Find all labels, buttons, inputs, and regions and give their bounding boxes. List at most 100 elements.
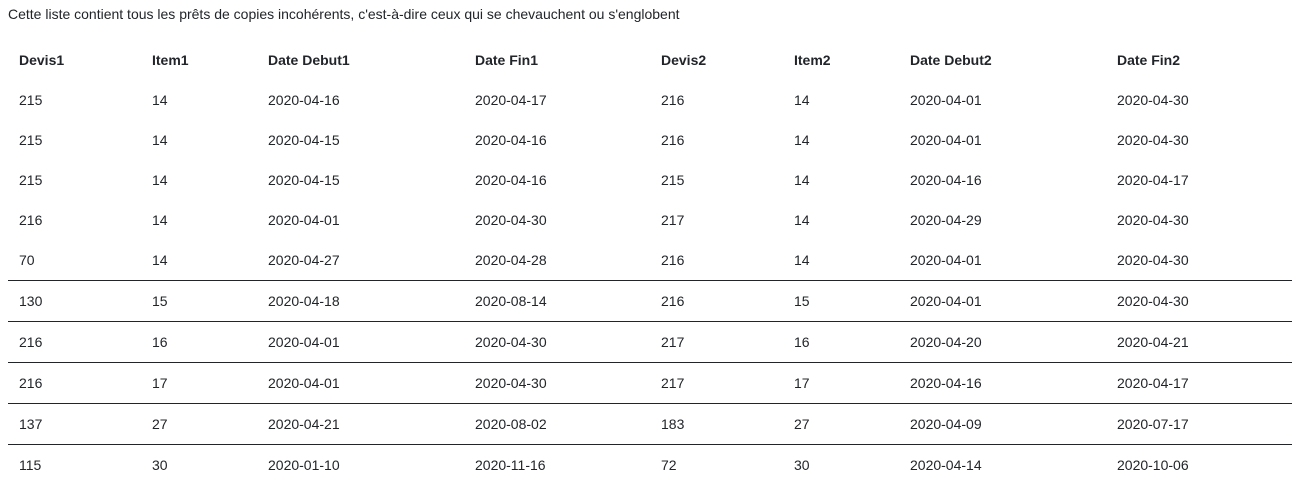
cell-item1: 14: [152, 252, 168, 268]
table-row: 216 16 2020-04-01 2020-04-30 217 16 2020…: [8, 321, 1292, 363]
cell-devis1: 215: [19, 172, 43, 188]
cell-date-fin1: 2020-04-30: [464, 362, 650, 404]
cell-date-debut2: 2020-04-20: [899, 321, 1106, 363]
cell-devis2: 72: [650, 444, 783, 485]
table-header: Devis1 Item1 Date Debut1 Date Fin1 Devis…: [8, 40, 1292, 80]
cell-item2: 14: [794, 92, 810, 108]
cell-item2: 17: [783, 362, 899, 404]
cell-item2: 30: [783, 444, 899, 485]
cell-item1: 30: [141, 444, 257, 485]
cell-date-debut1: 2020-01-10: [257, 444, 464, 485]
cell-item1: 14: [152, 92, 168, 108]
cell-date-fin2: 2020-04-17: [1117, 172, 1189, 188]
cell-date-fin2: 2020-04-30: [1117, 92, 1189, 108]
cell-date-fin2: 2020-10-06: [1106, 444, 1292, 485]
cell-date-debut1: 2020-04-21: [257, 403, 464, 445]
cell-date-debut1: 2020-04-15: [268, 132, 340, 148]
cell-devis1: 215: [19, 132, 43, 148]
cell-date-fin1: 2020-08-14: [464, 280, 650, 322]
cell-date-debut1: 2020-04-27: [268, 252, 340, 268]
table-row: 215 14 2020-04-15 2020-04-16 215 14 2020…: [8, 160, 1292, 200]
cell-date-fin1: 2020-04-30: [464, 321, 650, 363]
cell-item1: 14: [152, 212, 168, 228]
cell-date-debut1: 2020-04-18: [257, 280, 464, 322]
cell-date-debut1: 2020-04-01: [257, 321, 464, 363]
column-header-item2: Item2: [794, 52, 831, 68]
table-row: 216 14 2020-04-01 2020-04-30 217 14 2020…: [8, 200, 1292, 240]
cell-date-debut2: 2020-04-09: [899, 403, 1106, 445]
cell-devis1: 130: [8, 280, 141, 322]
table-row: 70 14 2020-04-27 2020-04-28 216 14 2020-…: [8, 240, 1292, 281]
cell-date-debut2: 2020-04-16: [910, 172, 982, 188]
cell-date-debut1: 2020-04-15: [268, 172, 340, 188]
cell-devis1: 115: [8, 444, 141, 485]
cell-date-debut2: 2020-04-16: [899, 362, 1106, 404]
cell-devis2: 217: [661, 212, 685, 228]
cell-devis1: 70: [19, 252, 35, 268]
column-header-date-fin2: Date Fin2: [1117, 52, 1181, 68]
cell-date-fin1: 2020-08-02: [464, 403, 650, 445]
cell-devis1: 215: [19, 92, 43, 108]
cell-devis2: 216: [650, 280, 783, 322]
table-row: 215 14 2020-04-15 2020-04-16 216 14 2020…: [8, 120, 1292, 160]
cell-date-debut2: 2020-04-01: [910, 92, 982, 108]
cell-devis2: 183: [650, 403, 783, 445]
cell-item2: 14: [794, 172, 810, 188]
cell-item1: 16: [141, 321, 257, 363]
cell-item1: 15: [141, 280, 257, 322]
column-header-date-debut2: Date Debut2: [910, 52, 992, 68]
column-header-date-fin1: Date Fin1: [475, 52, 539, 68]
page-description: Cette liste contient tous les prêts de c…: [8, 6, 680, 22]
cell-date-debut2: 2020-04-01: [910, 132, 982, 148]
cell-item2: 14: [794, 132, 810, 148]
cell-date-debut1: 2020-04-01: [268, 212, 340, 228]
cell-devis1: 216: [8, 321, 141, 363]
column-header-devis1: Devis1: [19, 52, 65, 68]
cell-date-debut2: 2020-04-14: [899, 444, 1106, 485]
cell-item1: 17: [141, 362, 257, 404]
cell-date-fin2: 2020-04-17: [1106, 362, 1292, 404]
cell-devis2: 216: [661, 92, 685, 108]
cell-date-fin2: 2020-04-21: [1106, 321, 1292, 363]
column-header-devis2: Devis2: [661, 52, 707, 68]
table-row: 130 15 2020-04-18 2020-08-14 216 15 2020…: [8, 280, 1292, 322]
cell-devis1: 216: [8, 362, 141, 404]
cell-date-debut1: 2020-04-01: [257, 362, 464, 404]
table-row: 216 17 2020-04-01 2020-04-30 217 17 2020…: [8, 362, 1292, 404]
cell-date-debut2: 2020-04-29: [910, 212, 982, 228]
cell-date-fin1: 2020-04-16: [475, 132, 547, 148]
cell-date-debut2: 2020-04-01: [899, 280, 1106, 322]
cell-item1: 14: [152, 132, 168, 148]
cell-date-fin1: 2020-04-28: [475, 252, 547, 268]
cell-devis2: 216: [661, 252, 685, 268]
cell-date-fin1: 2020-04-30: [475, 212, 547, 228]
cell-date-fin1: 2020-04-17: [475, 92, 547, 108]
table-row: 137 27 2020-04-21 2020-08-02 183 27 2020…: [8, 403, 1292, 445]
cell-date-fin2: 2020-04-30: [1117, 212, 1189, 228]
cell-date-debut2: 2020-04-01: [910, 252, 982, 268]
cell-devis2: 217: [650, 321, 783, 363]
cell-date-fin2: 2020-07-17: [1106, 403, 1292, 445]
cell-date-fin2: 2020-04-30: [1106, 280, 1292, 322]
cell-date-fin2: 2020-04-30: [1117, 252, 1189, 268]
table-body: 215 14 2020-04-16 2020-04-17 216 14 2020…: [8, 80, 1292, 485]
conflicting-loans-table: Devis1 Item1 Date Debut1 Date Fin1 Devis…: [8, 40, 1292, 485]
column-header-date-debut1: Date Debut1: [268, 52, 350, 68]
cell-item2: 15: [783, 280, 899, 322]
cell-devis2: 215: [661, 172, 685, 188]
cell-item1: 27: [141, 403, 257, 445]
cell-devis2: 217: [650, 362, 783, 404]
table-row: 215 14 2020-04-16 2020-04-17 216 14 2020…: [8, 80, 1292, 120]
cell-devis1: 137: [8, 403, 141, 445]
cell-item1: 14: [152, 172, 168, 188]
header-row: Devis1 Item1 Date Debut1 Date Fin1 Devis…: [8, 40, 1292, 80]
cell-devis2: 216: [661, 132, 685, 148]
cell-date-fin1: 2020-11-16: [464, 444, 650, 485]
cell-date-debut1: 2020-04-16: [268, 92, 340, 108]
column-header-item1: Item1: [152, 52, 189, 68]
cell-date-fin1: 2020-04-16: [475, 172, 547, 188]
cell-item2: 14: [794, 212, 810, 228]
cell-item2: 16: [783, 321, 899, 363]
table-row: 115 30 2020-01-10 2020-11-16 72 30 2020-…: [8, 444, 1292, 485]
cell-date-fin2: 2020-04-30: [1117, 132, 1189, 148]
